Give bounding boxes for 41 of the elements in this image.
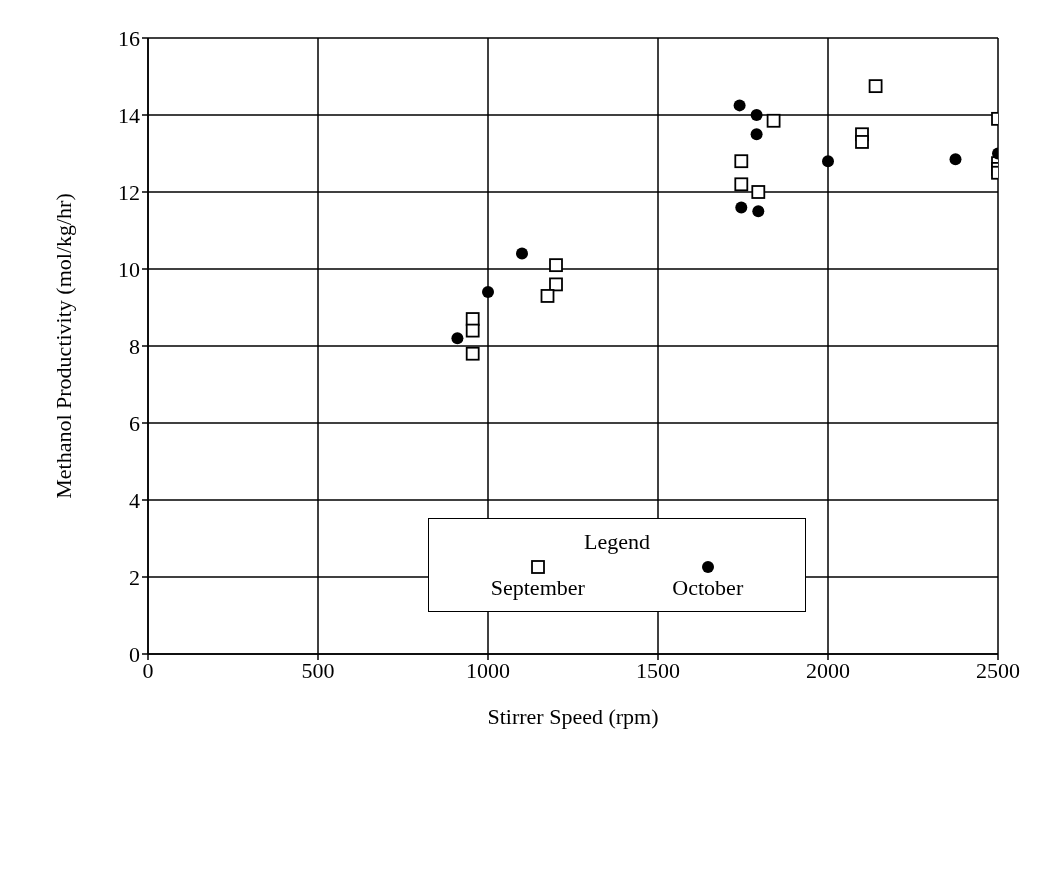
y-tick-label: 10 [118, 256, 140, 282]
point [750, 128, 763, 141]
point [766, 113, 781, 128]
x-axis-title: Stirrer Speed (rpm) [487, 704, 659, 729]
point [516, 247, 528, 260]
point [465, 323, 480, 338]
point [949, 153, 962, 166]
point [451, 332, 464, 345]
point [733, 99, 746, 112]
point [751, 185, 766, 199]
x-tick-label: 1500 [636, 657, 680, 683]
x-tick-label: 2000 [806, 657, 850, 683]
y-tick-label: 2 [129, 564, 140, 590]
y-tick-label: 0 [129, 641, 140, 667]
x-tick-label: 500 [301, 657, 335, 683]
y-axis-title: Methanol Productivity (mol/kg/hr) [50, 193, 76, 499]
x-tick-label: 1000 [466, 657, 510, 683]
y-tick-label: 14 [118, 102, 140, 128]
legend-title: Legend [583, 529, 651, 555]
y-tick-label: 16 [118, 25, 140, 51]
point [855, 135, 869, 149]
y-tick-label: 12 [118, 179, 140, 205]
point [868, 79, 883, 94]
point [735, 201, 748, 214]
y-tick-label: 8 [129, 333, 140, 359]
y-tick-label: 4 [129, 487, 140, 513]
legend-label: September [490, 575, 585, 601]
point [540, 289, 555, 303]
point [549, 277, 563, 292]
y-tick-label: 6 [129, 410, 140, 436]
point [734, 177, 749, 192]
point [549, 258, 563, 273]
point [465, 312, 480, 326]
x-tick-label: 2500 [976, 657, 1020, 683]
point [750, 109, 763, 121]
point [482, 286, 494, 299]
point [465, 346, 480, 361]
point [822, 155, 834, 168]
point [752, 205, 765, 218]
point [734, 154, 749, 169]
legend-label: October [672, 575, 744, 601]
